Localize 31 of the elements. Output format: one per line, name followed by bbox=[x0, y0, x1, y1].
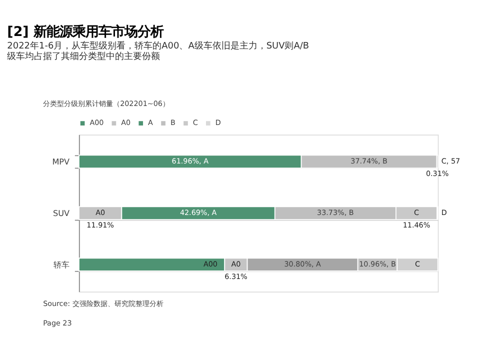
annotation: A0 bbox=[96, 208, 106, 217]
y-tick-label: MPV bbox=[52, 158, 70, 167]
legend-label: A00 bbox=[90, 118, 104, 128]
chart-title: [2] 新能源乘用车市场分析 bbox=[7, 24, 164, 40]
legend-label: A0 bbox=[121, 118, 132, 128]
data-label: 42.69%, A bbox=[180, 208, 217, 217]
text: 分类型分级别累计销量（202201~06） bbox=[43, 98, 170, 108]
y-tick-label: 轿车 bbox=[54, 260, 70, 270]
text: Page 23 bbox=[43, 318, 72, 328]
data-label: 61.96%, A bbox=[172, 156, 209, 166]
y-tick-label: SUV bbox=[52, 209, 70, 218]
legend-label: D bbox=[215, 118, 222, 128]
annotation: A0 bbox=[231, 259, 242, 268]
data-label: 30.80%, A bbox=[284, 259, 322, 268]
annotation: A00 bbox=[203, 259, 218, 268]
annotation: C bbox=[415, 259, 420, 268]
data-label: 33.73%, B bbox=[317, 208, 354, 217]
source-note: Source: 交强险数据、研究院整理分析 bbox=[43, 298, 164, 308]
legend-label: B bbox=[170, 118, 176, 128]
legend-label: A bbox=[148, 118, 154, 128]
data-label: 11.91% bbox=[86, 220, 114, 230]
data-label: 37.74%, B bbox=[350, 156, 388, 166]
chart-subtitle: 2022年1-6月，从车型级别看，轿车的A00、A级车依旧是主力，SUV则A/B级车均占据了其细分类型中的主要份额 bbox=[7, 40, 310, 62]
annotation: C, 57 bbox=[441, 156, 460, 166]
legend-label: C bbox=[192, 118, 198, 128]
data-label: 0.31% bbox=[426, 168, 449, 178]
annotation: C bbox=[414, 208, 420, 217]
annotation: D bbox=[441, 208, 448, 217]
data-label: 11.46% bbox=[402, 220, 430, 230]
data-label: 6.31% bbox=[224, 272, 248, 281]
data-label: 10.96%, B bbox=[359, 259, 396, 268]
